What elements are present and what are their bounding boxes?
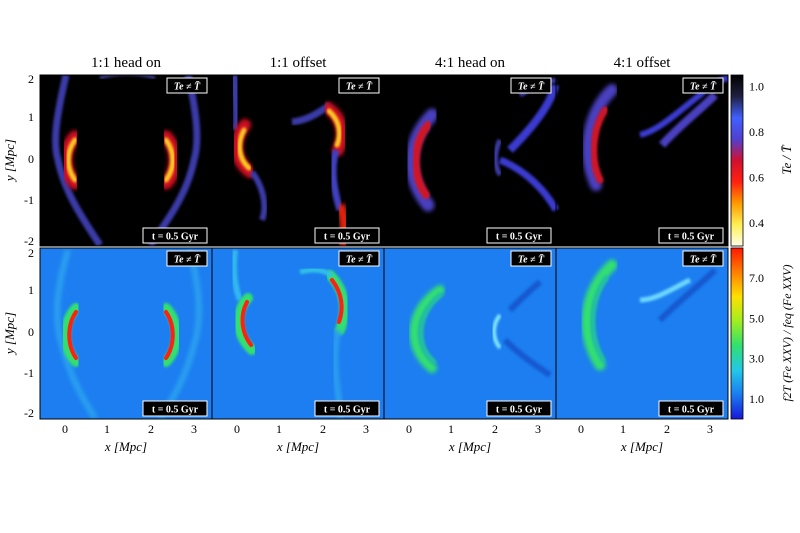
panel-bottom-1: [54, 249, 202, 419]
x-tick-3-2: 2: [492, 422, 498, 436]
colorbar-bottom-gradient: [730, 247, 744, 420]
badge-top-4: Te ≠ T̄: [690, 81, 717, 92]
cb-bot-ticks-tick-1: 5.0: [749, 311, 764, 325]
panel-top-2: [230, 75, 350, 246]
x-axis: 0 1 2 3 0 1 2 3 0 1 2 3 0 1 2 3: [62, 422, 713, 436]
cb-top-ticks-tick-3: 0.4: [749, 216, 764, 230]
y-axis-bottom: 2 1 0 -1 -2: [24, 246, 34, 420]
x-tick-2-3: 3: [363, 422, 369, 436]
cb-bot-ticks-tick-0: 7.0: [749, 271, 764, 285]
x-tick-2-2: 2: [320, 422, 326, 436]
badge-top-3: Te ≠ T̄: [518, 81, 545, 92]
y-tick-top-2: 1: [28, 110, 34, 124]
x-tick-4-2: 2: [664, 422, 670, 436]
x-axis-label-3: x [Mpc]: [448, 439, 491, 454]
y-tick-bottom-5: -2: [24, 406, 34, 420]
badge-top-2: Te ≠ T̄: [346, 81, 373, 92]
time-label-top-2: t = 0.5 Gyr: [324, 232, 371, 243]
time-label-bottom-3: t = 0.5 Gyr: [496, 405, 543, 416]
time-label-bottom-2: t = 0.5 Gyr: [324, 405, 371, 416]
x-tick-4-3: 3: [707, 422, 713, 436]
panel-bottom-3: [409, 279, 552, 378]
x-tick-2-0: 0: [234, 422, 240, 436]
x-tick-3-1: 1: [448, 422, 454, 436]
x-axis-label-1: x [Mpc]: [104, 439, 147, 454]
cb-bot-ticks-tick-2: 3.0: [749, 352, 764, 366]
colorbar-bottom-label: f2T (Fe XXV) / feq (Fe XXV): [780, 264, 794, 401]
x-axis-label-2: x [Mpc]: [276, 439, 319, 454]
colorbar-bottom: 7.0 5.0 3.0 1.0 f2T (Fe XXV) / feq (Fe XXV): [730, 247, 794, 420]
x-tick-3-0: 0: [406, 422, 412, 436]
cb-top-ticks-tick-2: 0.6: [749, 171, 764, 185]
colorbar-top: 1.0 0.8 0.6 0.4 Te / T̄: [730, 74, 794, 247]
column-title-3: 4:1 head on: [435, 55, 505, 71]
time-label-top-1: t = 0.5 Gyr: [152, 232, 199, 243]
column-title-2: 1:1 offset: [270, 55, 328, 71]
y-tick-top-3: 0: [28, 152, 34, 166]
y-tick-bottom-1: 2: [28, 246, 34, 260]
badge-bottom-2: Te ≠ T̄: [346, 254, 373, 265]
y-axis-label-bottom: y [Mpc]: [2, 312, 17, 356]
y-tick-top-4: -1: [24, 193, 34, 207]
column-title-4: 4:1 offset: [614, 55, 672, 71]
x-axis-label-4: x [Mpc]: [620, 439, 663, 454]
cb-top-ticks-tick-0: 1.0: [749, 79, 764, 93]
panel-borders: [39, 74, 729, 420]
time-label-bottom-1: t = 0.5 Gyr: [152, 405, 199, 416]
column-title-1: 1:1 head on: [91, 55, 161, 71]
x-tick-4-1: 1: [620, 422, 626, 436]
panel-top-1: [52, 75, 201, 246]
cb-top-ticks-tick-1: 0.8: [749, 125, 764, 139]
time-label-bottom-4: t = 0.5 Gyr: [668, 405, 715, 416]
colorbar-top-gradient: [730, 74, 744, 247]
panel-top-3: [405, 77, 560, 212]
badges: Te ≠ T̄ Te ≠ T̄ Te ≠ T̄ Te ≠ T̄ Te ≠ T̄ …: [166, 77, 724, 267]
x-tick-3-3: 3: [535, 422, 541, 436]
y-tick-bottom-2: 1: [28, 283, 34, 297]
x-tick-4-0: 0: [578, 422, 584, 436]
badge-bottom-4: Te ≠ T̄: [690, 254, 717, 265]
y-tick-bottom-4: -1: [24, 366, 34, 380]
x-tick-1-1: 1: [104, 422, 110, 436]
y-tick-top-5: -2: [24, 234, 34, 248]
time-label-top-3: t = 0.5 Gyr: [496, 232, 543, 243]
cb-bot-ticks-tick-3: 1.0: [749, 392, 764, 406]
y-axis-top: 2 1 0 -1 -2: [24, 72, 34, 248]
x-tick-2-1: 1: [276, 422, 282, 436]
x-tick-1-2: 2: [148, 422, 154, 436]
y-tick-top-1: 2: [28, 72, 34, 86]
colorbar-top-label: Te / T̄: [779, 145, 794, 175]
x-tick-1-3: 3: [191, 422, 197, 436]
badge-bottom-3: Te ≠ T̄: [518, 254, 545, 265]
badge-bottom-1: Te ≠ T̄: [174, 254, 201, 265]
y-tick-bottom-3: 0: [28, 325, 34, 339]
time-label-top-4: t = 0.5 Gyr: [668, 232, 715, 243]
x-tick-1-0: 0: [62, 422, 68, 436]
y-axis-label-top: y [Mpc]: [2, 139, 17, 183]
badge-top-1: Te ≠ T̄: [174, 81, 201, 92]
panel-bottom-4: [581, 259, 718, 371]
time-labels: t = 0.5 Gyr t = 0.5 Gyr t = 0.5 Gyr t = …: [142, 227, 724, 417]
